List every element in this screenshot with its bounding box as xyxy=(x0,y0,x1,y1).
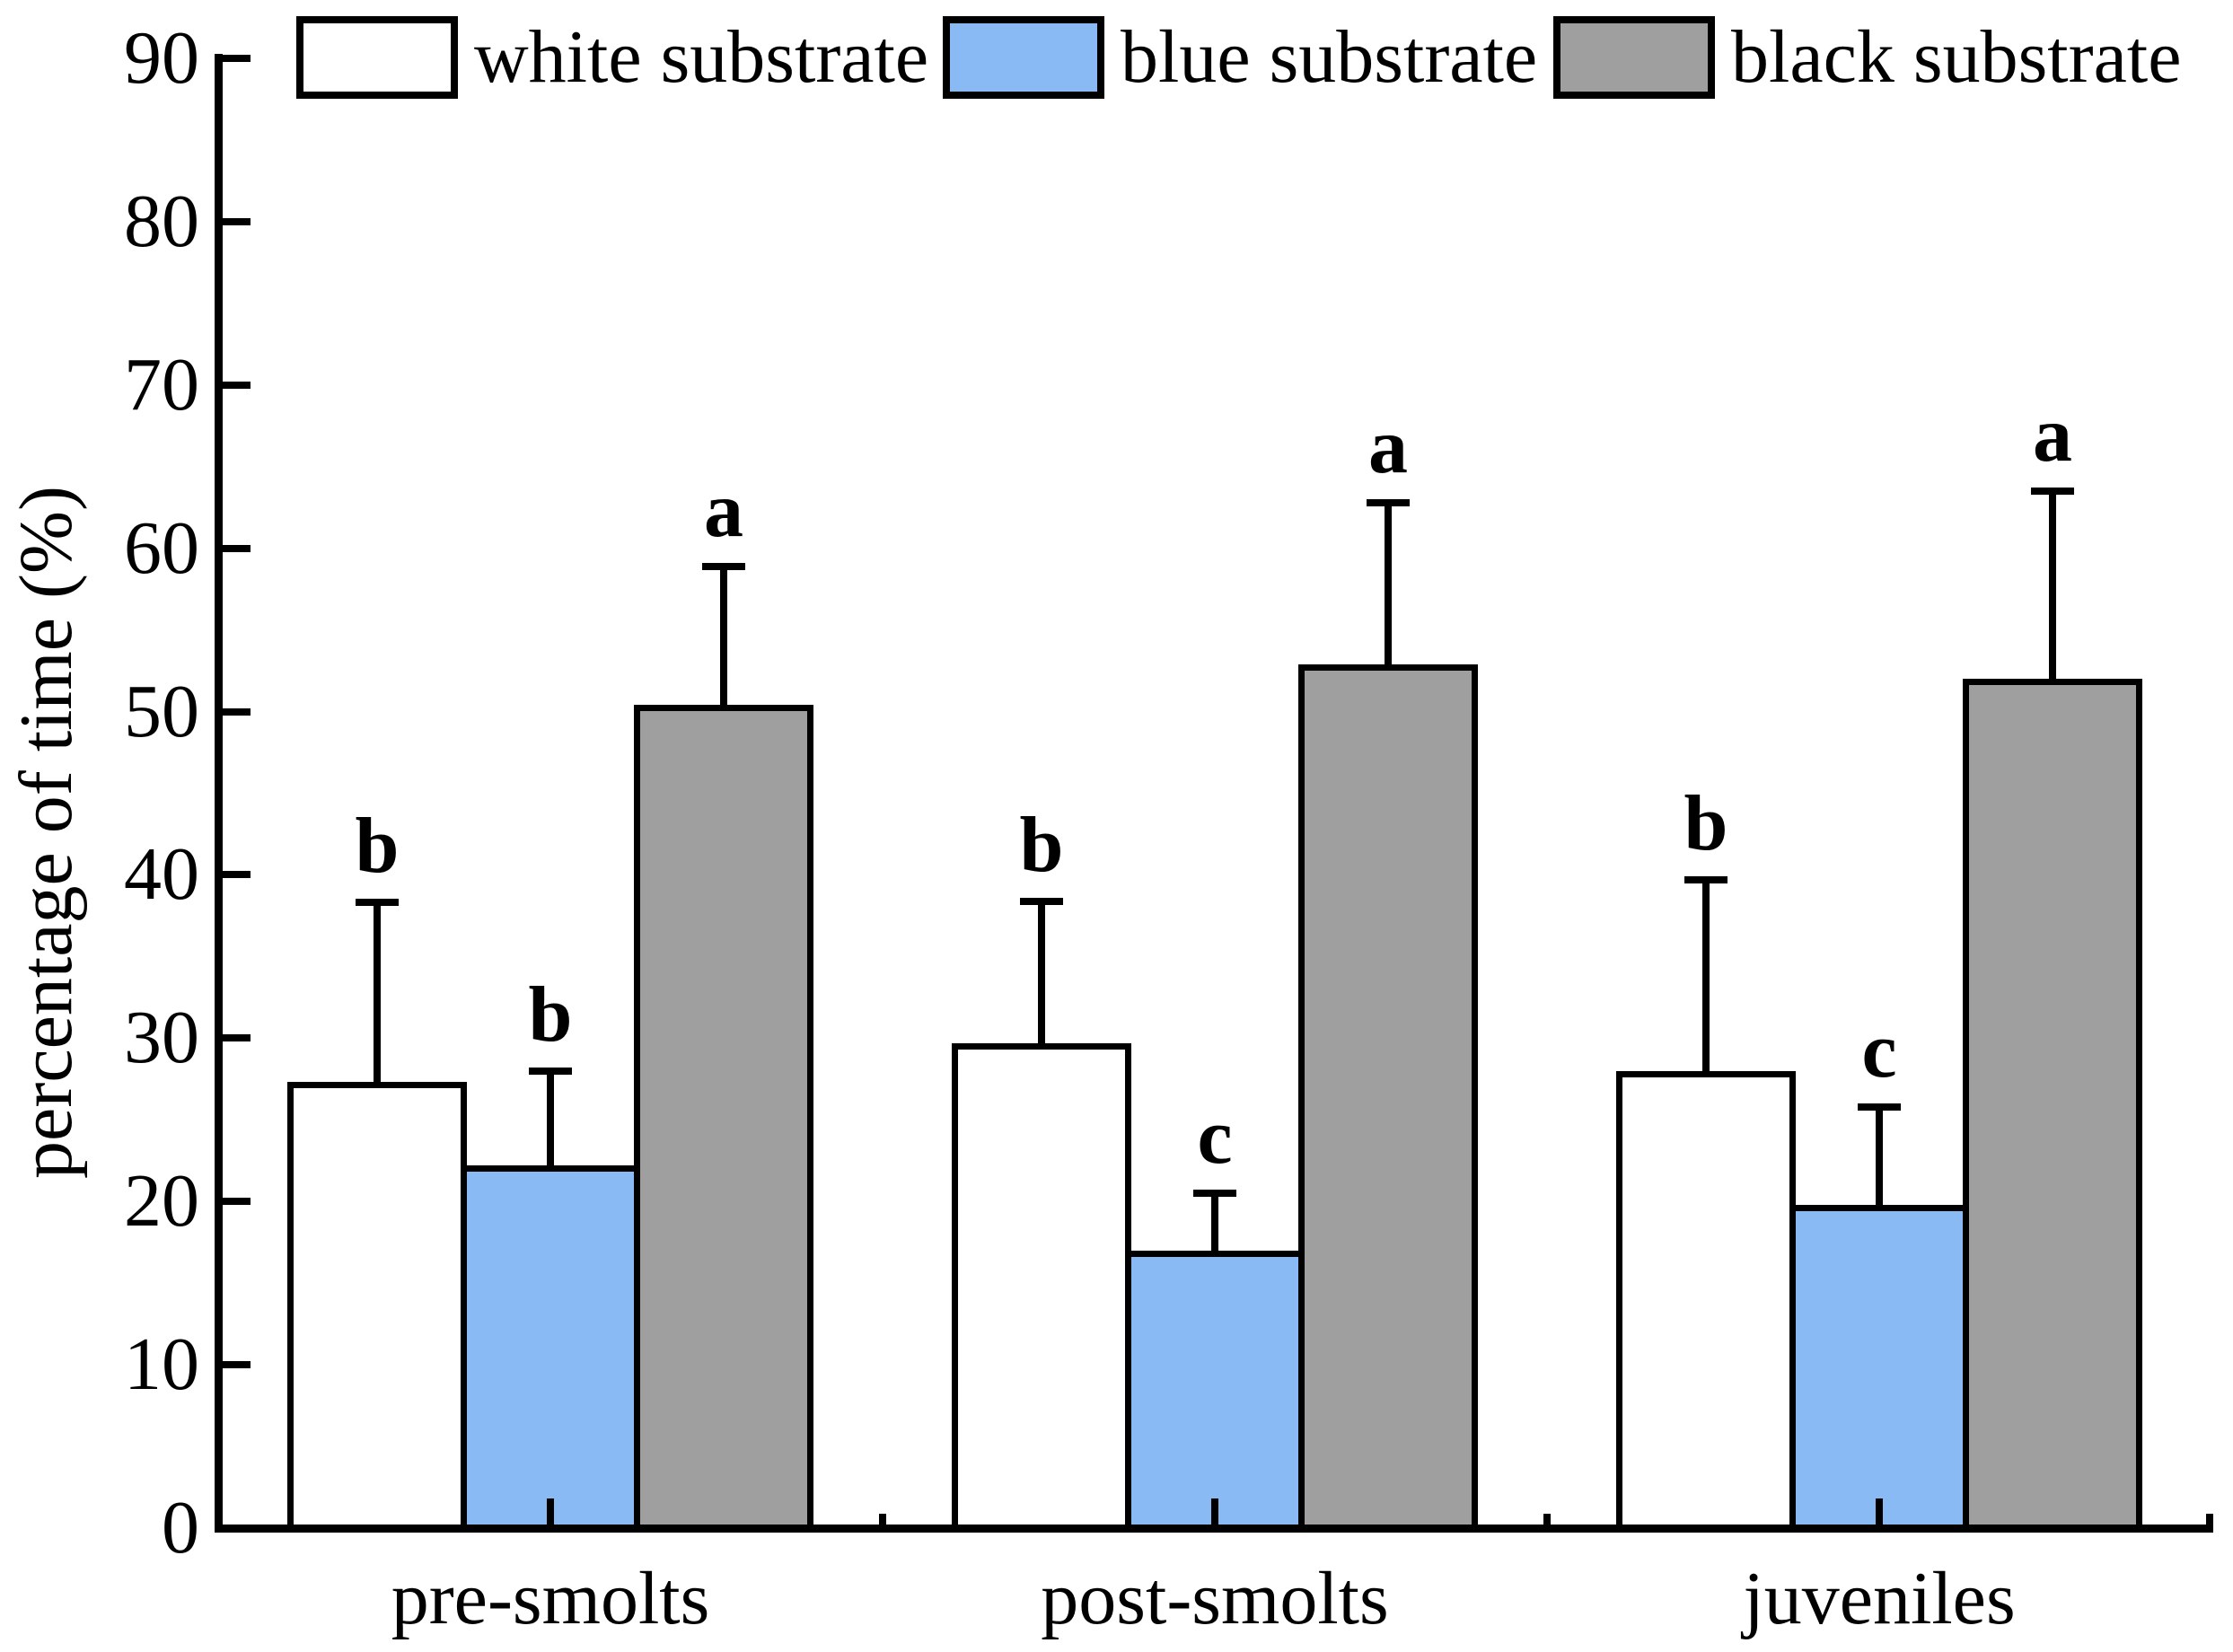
significance-letter: a xyxy=(1368,402,1408,490)
category-label-post-smolts: post-smolts xyxy=(1041,1557,1389,1640)
error-bar-line xyxy=(2049,491,2056,680)
legend-swatch-black xyxy=(1553,16,1715,99)
y-axis-tick xyxy=(218,1361,251,1369)
significance-letter: b xyxy=(1019,801,1064,889)
bar-black-juveniles xyxy=(1963,679,2142,1533)
error-bar-line xyxy=(1038,901,1045,1043)
y-axis-tick xyxy=(218,1198,251,1206)
y-axis-line xyxy=(214,54,223,1533)
x-axis-tick-major xyxy=(1211,1498,1218,1528)
significance-letter: a xyxy=(2033,391,2072,479)
legend-swatch-white xyxy=(296,16,458,99)
error-bar-line xyxy=(720,566,727,706)
category-label-juveniles: juveniles xyxy=(1743,1557,2016,1640)
y-tick-label: 50 xyxy=(124,669,199,753)
significance-letter: a xyxy=(704,466,743,554)
y-axis-tick xyxy=(218,871,251,879)
y-axis-tick xyxy=(218,707,251,716)
bar-blue-juveniles xyxy=(1789,1204,1969,1533)
x-axis-tick-minor xyxy=(1543,1514,1551,1528)
error-bar-cap xyxy=(529,1067,572,1075)
y-axis-tick xyxy=(218,544,251,552)
y-tick-label: 10 xyxy=(124,1322,199,1407)
y-tick-label: 90 xyxy=(124,15,199,100)
y-tick-label: 0 xyxy=(162,1486,199,1569)
y-tick-label: 70 xyxy=(124,342,199,426)
y-tick-label: 40 xyxy=(124,832,199,917)
error-bar-cap xyxy=(1193,1190,1236,1198)
significance-letter: b xyxy=(528,971,573,1059)
y-tick-label: 20 xyxy=(124,1159,199,1243)
error-bar-line xyxy=(374,902,381,1083)
error-bar-line xyxy=(1702,879,1710,1071)
significance-letter: b xyxy=(1684,779,1728,867)
error-bar-cap xyxy=(1684,875,1727,883)
error-bar-cap xyxy=(702,562,745,570)
bar-black-post-smolts xyxy=(1298,663,1478,1533)
y-tick-label: 30 xyxy=(124,996,199,1080)
error-bar-cap xyxy=(2031,488,2074,495)
legend-label-black: black substrate xyxy=(1731,15,2182,99)
significance-letter: c xyxy=(1197,1094,1233,1182)
error-bar-cap xyxy=(356,899,399,907)
significance-letter: c xyxy=(1861,1006,1897,1094)
bar-white-juveniles xyxy=(1616,1070,1796,1533)
error-bar-cap xyxy=(1367,498,1410,506)
x-axis-tick-minor xyxy=(879,1514,886,1528)
y-tick-label: 60 xyxy=(124,505,199,590)
error-bar-cap xyxy=(1020,897,1063,905)
error-bar-line xyxy=(1211,1193,1218,1251)
bar-blue-post-smolts xyxy=(1125,1250,1305,1533)
error-bar-cap xyxy=(1858,1103,1901,1111)
bar-white-pre-smolts xyxy=(287,1082,467,1533)
y-axis-tick xyxy=(218,1034,251,1042)
x-axis-tick-major xyxy=(547,1498,554,1528)
legend-swatch-blue xyxy=(943,16,1104,99)
y-axis-tick xyxy=(218,54,251,62)
x-axis-tick-minor xyxy=(2206,1514,2213,1528)
significance-letter: b xyxy=(355,803,400,891)
bar-blue-pre-smolts xyxy=(461,1165,640,1533)
legend-label-white: white substrate xyxy=(474,15,929,99)
x-axis-line xyxy=(214,1524,2213,1533)
error-bar-line xyxy=(547,1070,554,1166)
legend-label-blue: blue substrate xyxy=(1121,15,1538,99)
bar-black-pre-smolts xyxy=(634,705,813,1533)
y-axis-tick xyxy=(218,381,251,389)
error-bar-line xyxy=(1385,502,1392,664)
y-axis-tick xyxy=(218,217,251,225)
category-label-pre-smolts: pre-smolts xyxy=(391,1557,710,1640)
error-bar-line xyxy=(1876,1106,1883,1205)
x-axis-tick-major xyxy=(1876,1498,1883,1528)
y-tick-label: 80 xyxy=(124,179,199,263)
bar-white-post-smolts xyxy=(952,1042,1131,1533)
